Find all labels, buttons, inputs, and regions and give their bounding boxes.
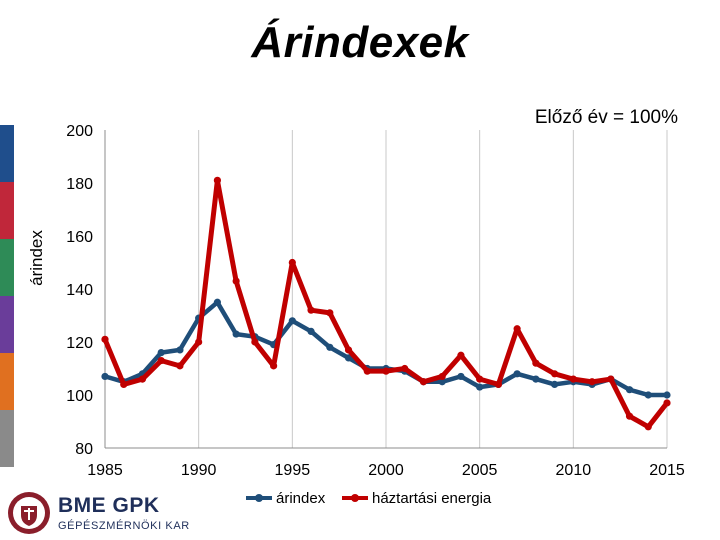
data-point [625,386,634,394]
data-point [307,327,315,335]
data-point [607,375,615,383]
sidebar-stripe-gray [0,410,14,467]
data-point [457,351,465,359]
y-tick-label: 100 [66,388,93,405]
data-point [644,423,652,431]
data-point [663,399,671,407]
sidebar-stripe-purple [0,296,14,353]
x-tick-label: 2010 [556,462,592,479]
data-point [157,356,165,365]
bme-gpk-logo: BME GPK GÉPÉSZMÉRNÖKI KAR [6,490,206,538]
data-point [532,359,540,367]
legend-entry: háztartási energia [372,490,492,507]
data-point [120,380,128,388]
data-point [232,330,240,338]
sidebar-stripe-red [0,182,14,239]
data-point [344,346,353,354]
data-point [532,375,540,383]
logo-main-text: BME GPK [58,494,160,517]
data-point [476,375,484,383]
data-point [476,383,484,391]
legend-entry: árindex [276,490,326,507]
data-point [176,362,184,370]
data-point [513,325,521,333]
data-point [251,338,259,346]
data-point [344,354,353,362]
x-tick-label: 2000 [368,462,404,479]
data-point [644,391,652,399]
data-point [101,372,109,381]
data-point [569,375,577,383]
data-point [438,372,446,381]
x-tick-label: 1985 [87,462,123,479]
sidebar-color-stripes [0,125,14,467]
x-tick-label: 2015 [649,462,685,479]
data-point [663,391,671,399]
data-point [551,370,559,378]
data-point [551,380,559,388]
x-tick-label: 1990 [181,462,217,479]
slide-title: Árindexek [251,18,469,67]
data-point [457,372,465,381]
data-point [176,346,184,354]
data-point [494,380,502,388]
x-tick-label: 2005 [462,462,498,479]
y-tick-label: 160 [66,229,93,246]
legend-swatch-marker [255,494,263,502]
y-tick-label: 120 [66,335,93,352]
data-point [232,277,240,285]
chart-legend: árindex háztartási energia [246,490,492,507]
data-point [138,375,147,383]
data-point [588,378,596,386]
data-point [213,176,221,184]
sidebar-stripe-blue [0,125,14,182]
data-point [513,370,521,378]
data-point [270,362,278,370]
data-point [363,367,371,375]
data-point [326,343,334,351]
data-point [307,306,315,314]
chart-grid [198,130,668,448]
y-tick-label: 80 [75,441,93,458]
chart-axes: 1985 1990 1995 2000 2005 2010 2015 80 100 120 140 1… [66,123,685,479]
data-point [157,349,165,357]
sidebar-stripe-orange [0,353,14,410]
data-point [401,364,409,373]
data-point [382,367,390,375]
legend-swatch-marker [351,494,359,502]
x-tick-label: 1995 [275,462,311,479]
data-point [288,317,296,325]
y-tick-label: 200 [66,123,93,140]
sidebar-stripe-green [0,239,14,296]
chart-annotation: Előző év = 100% [535,107,678,128]
data-point [288,258,296,267]
data-point [438,378,446,386]
y-axis-title: árindex [27,230,46,286]
chart-series [101,176,671,431]
data-point [101,335,109,343]
data-point [326,309,334,317]
data-point [625,412,634,420]
university-seal-icon [8,492,50,534]
data-point [213,298,221,306]
y-tick-label: 180 [66,176,93,193]
data-point [419,378,428,386]
y-tick-label: 140 [66,282,93,299]
logo-sub-text: GÉPÉSZMÉRNÖKI KAR [58,520,190,532]
data-point [195,338,203,346]
